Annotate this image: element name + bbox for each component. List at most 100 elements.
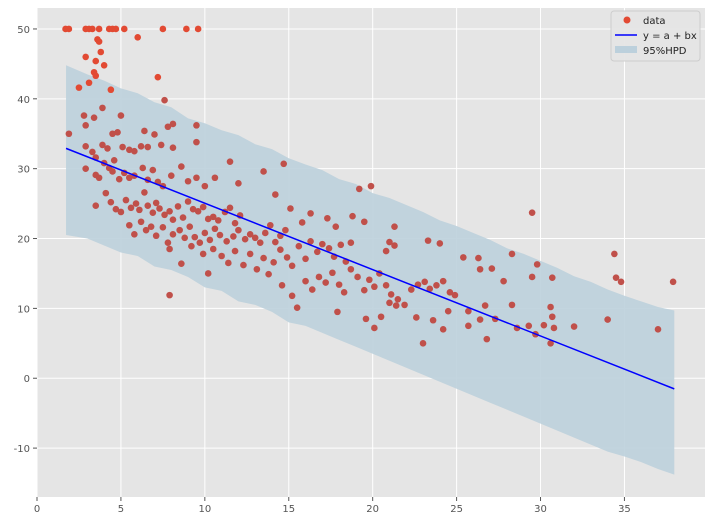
data-point (102, 189, 110, 197)
data-point (335, 281, 343, 288)
x-tick-label: 20 (366, 504, 379, 515)
data-point (347, 265, 355, 273)
data-point (204, 270, 212, 277)
x-tick-label: 0 (34, 504, 40, 515)
y-tick-label: 50 (17, 25, 30, 36)
data-point (112, 25, 120, 33)
data-point (126, 221, 133, 229)
data-point (166, 245, 173, 253)
data-point (137, 218, 145, 226)
data-point (392, 302, 400, 309)
data-point (97, 48, 105, 56)
data-point (308, 286, 316, 293)
data-point (313, 248, 321, 256)
data-point (424, 237, 432, 244)
data-point (260, 168, 267, 175)
data-point (82, 165, 89, 172)
hpd-band (66, 65, 675, 475)
data-point (174, 203, 182, 210)
data-point (322, 279, 329, 286)
data-point (439, 326, 447, 333)
data-point (136, 206, 143, 214)
data-point (201, 229, 209, 237)
data-point (394, 296, 402, 303)
data-point (611, 250, 618, 258)
data-point (147, 223, 155, 230)
data-point (570, 323, 578, 330)
data-point (209, 213, 217, 221)
data-point (324, 214, 331, 222)
data-point (444, 307, 452, 315)
data-point (223, 238, 230, 245)
data-point (371, 283, 378, 291)
data-point (283, 254, 291, 261)
data-point (90, 114, 98, 121)
data-point (114, 129, 121, 136)
data-point (253, 265, 261, 273)
data-point (188, 242, 195, 250)
data-point (120, 25, 128, 33)
data-point (382, 282, 390, 289)
data-point (387, 291, 395, 298)
data-point (251, 234, 259, 242)
data-point (131, 231, 138, 238)
y-tick-label: 30 (17, 165, 30, 176)
data-point (460, 254, 467, 261)
data-point (157, 141, 165, 149)
data-point (282, 226, 289, 234)
data-point (347, 239, 355, 247)
data-point (117, 112, 125, 119)
y-tick-label: 40 (17, 95, 30, 106)
data-point (184, 198, 192, 205)
data-point (107, 86, 115, 94)
legend-line-label: y = a + bx (643, 31, 697, 42)
data-point (277, 246, 284, 254)
data-points (62, 25, 677, 347)
regression-line (65, 147, 675, 390)
data-point (144, 202, 152, 209)
data-point (169, 216, 177, 223)
data-point (429, 316, 437, 324)
data-point (481, 302, 489, 309)
data-point (340, 289, 348, 296)
data-point (141, 127, 148, 135)
data-point (334, 308, 341, 316)
data-point (211, 225, 219, 233)
data-point (246, 231, 254, 238)
data-point (206, 236, 214, 244)
data-point (179, 214, 187, 221)
data-point (117, 208, 125, 216)
data-point (288, 262, 296, 270)
data-point (181, 234, 188, 242)
data-point (226, 204, 234, 212)
data-point (272, 191, 279, 198)
data-point (265, 270, 272, 278)
data-point (287, 205, 294, 212)
data-point (152, 199, 160, 207)
x-tick-label: 5 (118, 504, 124, 515)
data-point (349, 212, 356, 220)
data-point (654, 326, 662, 333)
data-point (332, 223, 340, 230)
data-point (149, 166, 157, 174)
data-point (270, 258, 277, 266)
data-point (302, 255, 309, 263)
y-tick-label: 20 (17, 235, 30, 246)
data-point (302, 277, 309, 285)
data-point (288, 292, 296, 300)
data-point (240, 261, 247, 269)
data-point (89, 148, 96, 156)
data-point (154, 73, 162, 81)
data-point (382, 247, 390, 255)
data-point (465, 307, 472, 315)
x-tick-label: 10 (198, 504, 211, 515)
data-point (548, 313, 556, 321)
data-point (550, 324, 558, 332)
y-tick-label: 10 (17, 304, 30, 315)
data-point (439, 277, 447, 285)
legend-band-label: 95%HPD (643, 46, 687, 57)
data-point (548, 274, 556, 281)
data-point (82, 53, 89, 61)
data-point (169, 231, 177, 238)
data-point (451, 291, 459, 299)
